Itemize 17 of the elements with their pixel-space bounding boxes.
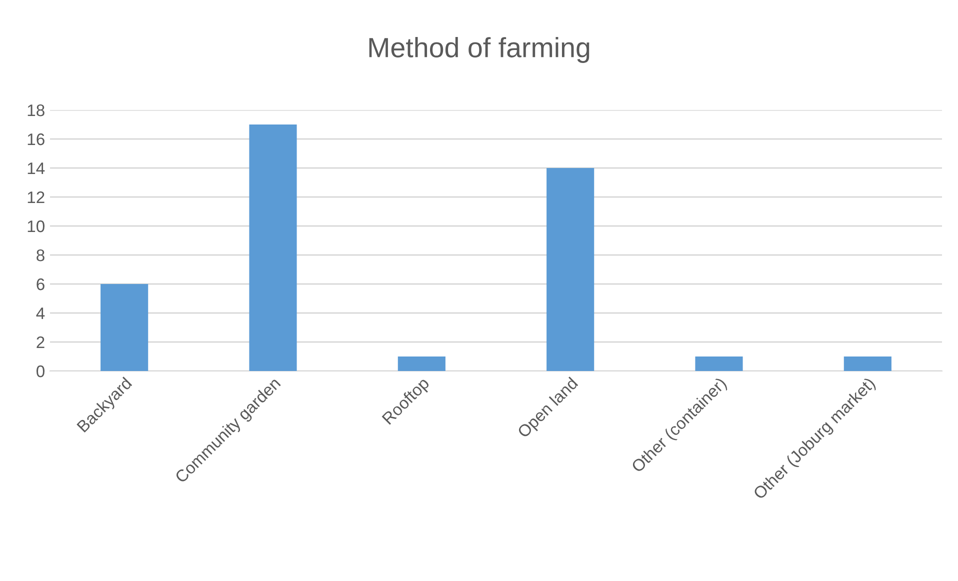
bar [398, 356, 446, 371]
bar [695, 356, 743, 371]
chart-title: Method of farming [369, 37, 590, 63]
y-tick-label: 8 [36, 249, 44, 262]
y-tick-label: 4 [36, 308, 45, 320]
bar [249, 124, 297, 371]
y-tick-label: 14 [28, 162, 45, 174]
bar [844, 356, 892, 371]
y-tick-label: 2 [36, 336, 44, 348]
y-tick-label: 6 [36, 278, 44, 290]
y-tick-label: 0 [36, 365, 44, 378]
y-tick-label: 10 [28, 220, 44, 232]
y-tick-label: 12 [28, 191, 44, 204]
bar [546, 168, 594, 371]
bar [100, 284, 148, 371]
y-tick-label: 18 [28, 104, 44, 116]
y-tick-label: 16 [28, 133, 44, 146]
